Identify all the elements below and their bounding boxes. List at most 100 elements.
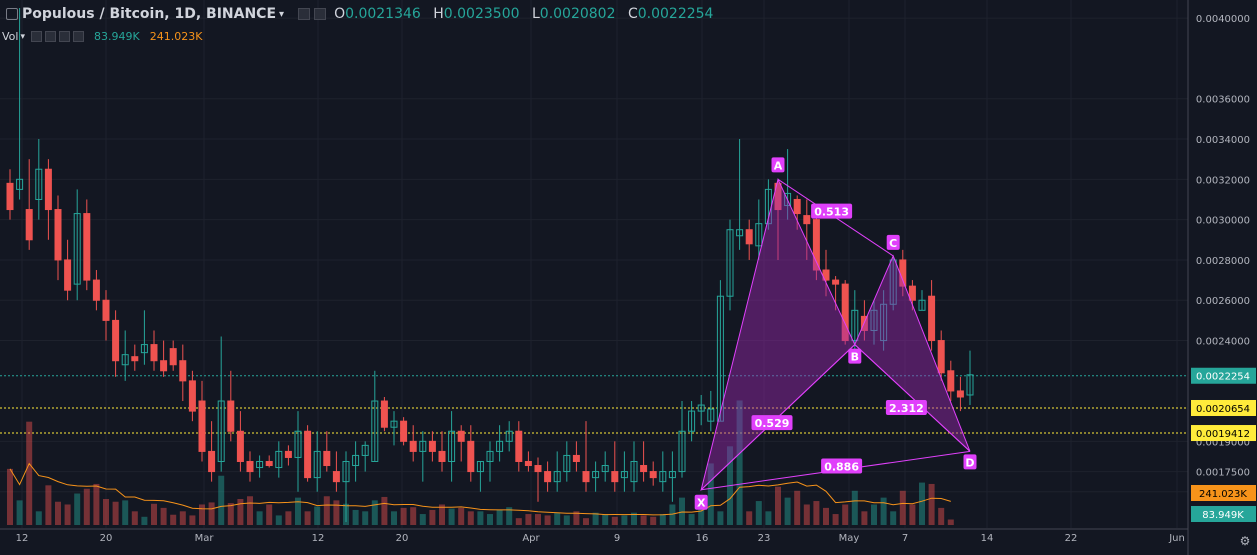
close-label: C xyxy=(627,6,638,22)
volume-bar xyxy=(362,511,369,525)
volume-ma-line xyxy=(9,462,951,516)
volume-bar xyxy=(323,496,330,525)
eye-icon[interactable] xyxy=(314,8,327,20)
settings-icon[interactable] xyxy=(298,8,311,20)
volume-bar xyxy=(410,507,417,525)
volume-bar xyxy=(122,500,129,525)
pattern-point-c: C xyxy=(889,237,897,250)
symbol-icon xyxy=(6,8,18,20)
volume-bar xyxy=(669,504,676,525)
pattern-ratio-label: 0.513 xyxy=(814,206,849,219)
candle-body xyxy=(889,259,897,305)
volume-bar xyxy=(448,508,455,525)
volume-axis-tag-bg xyxy=(1191,506,1256,522)
volume-bar xyxy=(871,504,877,525)
volume-bar xyxy=(419,514,426,525)
volume-bar xyxy=(7,468,13,525)
volume-bar xyxy=(199,504,205,525)
volume-bar xyxy=(717,511,724,525)
harmonic-pattern[interactable]: X A B C D 0.529 0.513 2.312 0.886 xyxy=(694,157,977,510)
volume-axis-tag: 83.949K xyxy=(1202,510,1244,521)
pattern-line-bd xyxy=(854,344,971,452)
candle-body xyxy=(371,400,379,462)
candle-body xyxy=(448,430,456,462)
volume-bar xyxy=(429,509,436,525)
price-tick-label: 0.0017500 xyxy=(1196,468,1250,479)
low-value: 0.0020802 xyxy=(539,6,616,22)
volume-bar xyxy=(554,512,561,525)
volume-bar xyxy=(227,503,234,525)
candle-body xyxy=(131,356,139,362)
candle-body xyxy=(236,430,244,462)
time-tick-label: 20 xyxy=(396,533,409,544)
volume-bar xyxy=(314,506,321,525)
candle-body xyxy=(409,440,417,452)
candle-body xyxy=(6,182,14,211)
volume-bar xyxy=(74,493,81,525)
candle-body xyxy=(92,279,100,301)
time-tick-label: May xyxy=(839,533,860,544)
settings-icon[interactable] xyxy=(45,31,56,42)
candle-body xyxy=(476,460,484,473)
pattern-point-a: A xyxy=(774,159,783,172)
price-tick-label: 0.0034000 xyxy=(1196,135,1250,146)
gear-icon: ⚙ xyxy=(1240,534,1251,548)
pattern-point-b-bg xyxy=(848,348,862,364)
price-axis-tag: 0.0020654 xyxy=(1196,404,1250,415)
candle-body xyxy=(294,430,302,458)
volume-bar xyxy=(506,507,513,525)
candle-body xyxy=(208,450,216,473)
volume-bar xyxy=(880,497,887,525)
symbol-title[interactable]: Populous / Bitcoin, 1D, BINANCE xyxy=(22,6,277,22)
candle-body xyxy=(697,404,705,412)
volume-bar xyxy=(573,511,580,525)
volume-bar xyxy=(26,421,33,525)
candle-body xyxy=(928,295,936,342)
candle-body xyxy=(342,460,350,483)
candle-body xyxy=(649,471,657,479)
candle-body xyxy=(601,465,609,473)
close-icon[interactable] xyxy=(73,31,84,42)
candle-body xyxy=(44,168,52,211)
chevron-down-icon[interactable]: ▾ xyxy=(279,8,285,20)
pattern-point-d-bg xyxy=(963,454,977,470)
candle-body xyxy=(160,360,168,372)
candle-body xyxy=(246,460,254,473)
volume-bar xyxy=(784,497,791,525)
time-axis[interactable]: 12 20 Mar 12 20 Apr 9 16 23 May 7 14 22 Jun xyxy=(0,528,1188,544)
price-tick-label: 0.0028000 xyxy=(1196,256,1250,267)
volume-bar xyxy=(55,501,61,525)
candle-body xyxy=(179,360,187,382)
volume-bar xyxy=(736,400,743,525)
pattern-ratio-label-bg xyxy=(821,458,863,474)
pattern-ratio-label-bg xyxy=(885,400,927,415)
volume-bar xyxy=(803,504,810,525)
volume-bar xyxy=(275,515,282,525)
candle-body xyxy=(688,410,696,432)
candle-body xyxy=(505,430,513,442)
candle-body xyxy=(390,420,398,428)
volume-bar xyxy=(890,511,897,525)
eye-icon[interactable] xyxy=(31,31,42,42)
volume-bar xyxy=(611,516,618,525)
add-icon[interactable] xyxy=(59,31,70,42)
volume-label[interactable]: Vol xyxy=(2,30,19,43)
price-axis[interactable]: 0.0040000 0.0036000 0.0034000 0.0032000 0.00… xyxy=(1187,0,1257,555)
time-tick-label: 12 xyxy=(16,533,29,544)
candle-body xyxy=(908,285,916,301)
chevron-down-icon[interactable]: ▾ xyxy=(20,31,25,42)
candle-body xyxy=(54,209,62,261)
pattern-point-c-bg xyxy=(886,234,900,250)
volume-bar xyxy=(93,483,100,525)
price-axis-tag-bg xyxy=(1191,367,1256,384)
ohlc-values: O0.0021346 H0.0023500 L0.0020802 C0.0022… xyxy=(334,6,721,22)
volume-bar xyxy=(218,475,225,525)
volume-bar xyxy=(477,511,484,525)
volume-bar xyxy=(131,511,138,525)
volume-bar xyxy=(813,501,820,525)
price-tick-label: 0.0019000 xyxy=(1196,437,1250,448)
candle-body xyxy=(265,460,273,467)
time-tick-label: 7 xyxy=(902,533,908,544)
volume-bar xyxy=(861,511,868,525)
